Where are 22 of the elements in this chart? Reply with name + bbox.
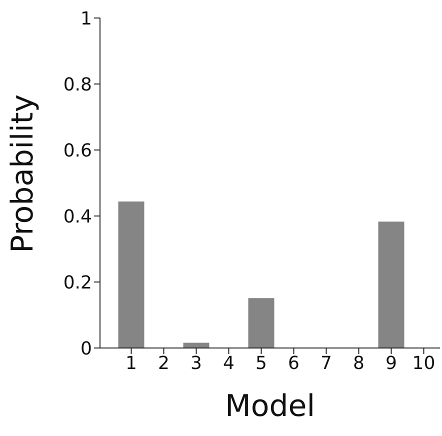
- y-axis-title: Probability: [6, 94, 41, 253]
- x-tick-label: 8: [353, 352, 364, 374]
- x-tick-label: 4: [223, 352, 234, 374]
- x-axis-title: Model: [224, 389, 316, 424]
- bar: [183, 342, 210, 348]
- bar: [118, 201, 144, 348]
- y-tick-label: 0.8: [63, 74, 92, 96]
- x-tick-label: 5: [256, 352, 267, 374]
- y-tick-label: 0.4: [63, 206, 92, 228]
- x-tick-label: 1: [126, 352, 137, 374]
- x-tick-label: 10: [412, 352, 436, 374]
- x-tick-label: 3: [190, 352, 202, 374]
- y-tick-label: 0: [80, 338, 92, 360]
- y-tick-label: 0.6: [63, 140, 92, 162]
- x-tick-label: 6: [288, 352, 300, 374]
- y-tick-label: 0.2: [63, 272, 92, 294]
- x-tick-label: 9: [386, 352, 397, 374]
- bar: [248, 298, 274, 348]
- y-tick-label: 1: [80, 8, 92, 30]
- x-tick-label: 2: [158, 352, 170, 374]
- x-tick-label: 7: [320, 352, 332, 374]
- bar: [378, 222, 404, 348]
